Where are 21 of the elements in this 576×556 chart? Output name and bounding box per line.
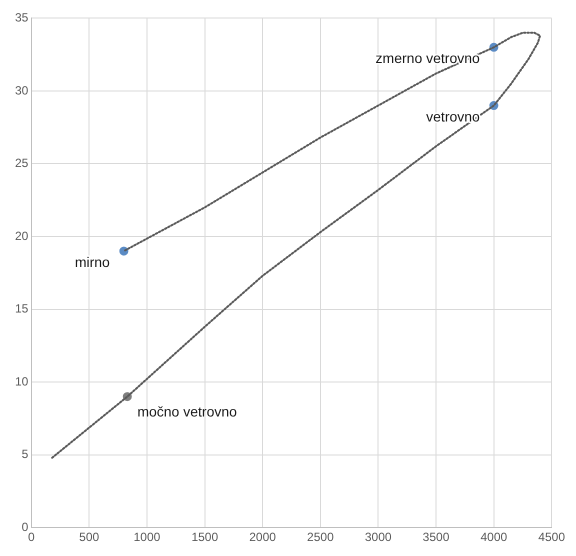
annotation: močno vetrovno (137, 403, 238, 420)
x-tick-label: 1500 (191, 530, 218, 544)
x-tick-label: 3000 (364, 530, 392, 544)
y-tick-label: 5 (22, 447, 29, 462)
x-tick-label: 500 (79, 530, 100, 544)
y-tick-label: 15 (14, 302, 29, 316)
y-tick-label: 35 (14, 10, 29, 25)
x-tick-label: 4500 (538, 530, 566, 544)
x-tick-label: 4000 (480, 530, 508, 544)
y-tick-label: 25 (14, 156, 29, 170)
y-tick-label: 10 (14, 374, 29, 388)
x-tick-label: 2000 (249, 530, 276, 544)
annotation: mirno (74, 254, 110, 270)
y-tick-label: 20 (14, 228, 29, 243)
y-tick-label: 30 (14, 83, 29, 98)
line-series (51, 32, 542, 459)
annotation: vetrovno (426, 108, 480, 124)
x-tick-label: 1000 (134, 530, 161, 544)
x-tick-label: 2500 (307, 530, 334, 544)
y-tick-label: 0 (22, 520, 29, 534)
x-tick-label: 3500 (422, 530, 450, 544)
